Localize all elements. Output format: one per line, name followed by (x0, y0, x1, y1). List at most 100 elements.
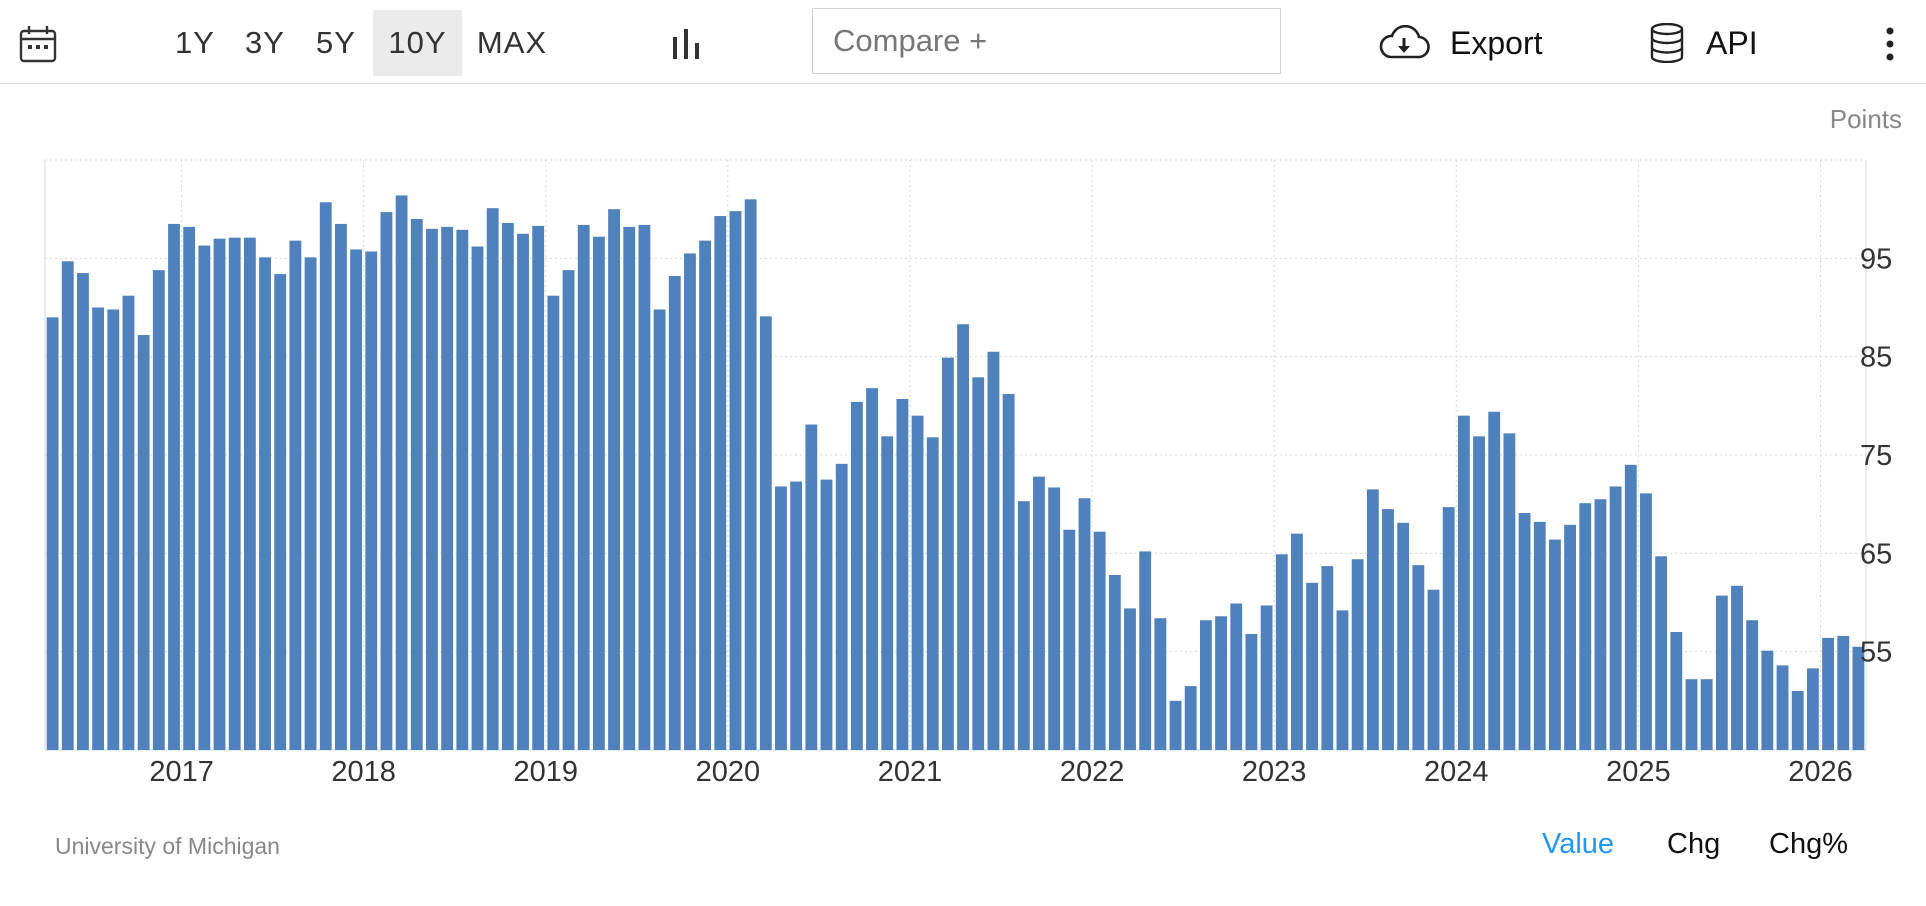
bar[interactable] (334, 223, 347, 751)
bar[interactable] (1746, 620, 1759, 750)
bar[interactable] (1260, 605, 1273, 750)
bar[interactable] (714, 216, 727, 751)
bar[interactable] (380, 212, 393, 750)
bar[interactable] (896, 398, 909, 750)
bar[interactable] (1579, 503, 1592, 750)
bar[interactable] (790, 481, 803, 750)
bar[interactable] (46, 317, 59, 750)
bar[interactable] (1564, 524, 1577, 750)
bar[interactable] (183, 226, 196, 750)
range-10y[interactable]: 10Y (373, 10, 462, 76)
bar[interactable] (1169, 700, 1182, 750)
bar[interactable] (213, 238, 226, 751)
bar[interactable] (820, 479, 833, 750)
bar[interactable] (410, 219, 423, 750)
vertical-dots-icon[interactable] (1870, 20, 1910, 68)
bar[interactable] (61, 261, 74, 750)
bar[interactable] (1366, 489, 1379, 750)
bar[interactable] (1594, 499, 1607, 750)
bar[interactable] (684, 253, 696, 751)
bar[interactable] (1700, 679, 1713, 750)
bar[interactable] (441, 226, 454, 750)
bar[interactable] (1427, 589, 1440, 750)
bar[interactable] (1806, 668, 1819, 750)
bar[interactable] (805, 424, 818, 750)
bar[interactable] (1321, 566, 1334, 750)
bar[interactable] (562, 270, 575, 750)
bar[interactable] (866, 388, 878, 750)
bar[interactable] (744, 199, 757, 750)
bar[interactable] (850, 401, 863, 750)
bar[interactable] (668, 276, 681, 750)
bar[interactable] (1533, 521, 1546, 750)
calendar-icon[interactable] (14, 20, 62, 68)
bar[interactable] (1442, 507, 1455, 750)
bar[interactable] (1503, 433, 1516, 750)
bar[interactable] (243, 237, 256, 750)
bar[interactable] (1275, 554, 1288, 750)
bar[interactable] (638, 224, 651, 750)
bar[interactable] (152, 270, 165, 750)
bar[interactable] (1548, 539, 1561, 750)
bar[interactable] (259, 257, 271, 750)
bar[interactable] (426, 228, 438, 750)
compare-input[interactable] (812, 8, 1281, 74)
bar[interactable] (1093, 531, 1106, 750)
bar[interactable] (471, 246, 484, 750)
bar[interactable] (926, 437, 939, 750)
bar[interactable] (987, 351, 1000, 750)
bar[interactable] (168, 223, 180, 751)
mode-chg-percent[interactable]: Chg% (1769, 828, 1848, 860)
bar[interactable] (107, 309, 120, 750)
bar[interactable] (289, 240, 302, 750)
bar[interactable] (501, 222, 514, 750)
bar[interactable] (274, 274, 287, 750)
bar[interactable] (835, 463, 848, 750)
bar[interactable] (137, 335, 150, 750)
bar[interactable] (653, 309, 666, 750)
bar[interactable] (1033, 476, 1045, 750)
bar[interactable] (759, 316, 772, 750)
bar[interactable] (881, 436, 894, 750)
bar[interactable] (456, 229, 469, 750)
bar[interactable] (1291, 533, 1303, 750)
bar[interactable] (1776, 665, 1789, 750)
bar[interactable] (1199, 620, 1212, 750)
bar[interactable] (1624, 464, 1637, 750)
bar[interactable] (1215, 616, 1227, 750)
bar[interactable] (729, 211, 742, 750)
bar[interactable] (577, 224, 590, 750)
bar[interactable] (1002, 394, 1015, 750)
bar[interactable] (1184, 686, 1197, 750)
bar[interactable] (1670, 632, 1683, 750)
bar[interactable] (1017, 501, 1030, 750)
bar[interactable] (1731, 585, 1743, 750)
bar[interactable] (1382, 509, 1394, 750)
bar[interactable] (350, 249, 363, 750)
bar[interactable] (1108, 574, 1121, 750)
bar[interactable] (77, 273, 89, 750)
bar[interactable] (1139, 551, 1152, 750)
api-button[interactable]: API (1650, 12, 1758, 74)
bar[interactable] (365, 251, 378, 750)
bar[interactable] (1715, 595, 1728, 750)
bar[interactable] (1351, 559, 1364, 750)
bar[interactable] (1397, 522, 1410, 750)
mode-chg[interactable]: Chg (1667, 828, 1721, 860)
bar[interactable] (1640, 493, 1652, 750)
bar[interactable] (911, 415, 924, 750)
bar[interactable] (486, 208, 499, 750)
bar[interactable] (1518, 513, 1531, 750)
export-button[interactable]: Export (1378, 12, 1542, 74)
bar[interactable] (517, 233, 529, 750)
bar[interactable] (319, 202, 332, 750)
bar[interactable] (92, 307, 105, 751)
bar[interactable] (304, 257, 317, 750)
range-3y[interactable]: 3Y (245, 25, 285, 60)
bar[interactable] (1457, 415, 1470, 750)
range-max[interactable]: MAX (476, 25, 548, 60)
bar[interactable] (1306, 582, 1319, 750)
bar[interactable] (1852, 646, 1865, 750)
bar[interactable] (1063, 529, 1076, 750)
bar[interactable] (1837, 635, 1850, 750)
